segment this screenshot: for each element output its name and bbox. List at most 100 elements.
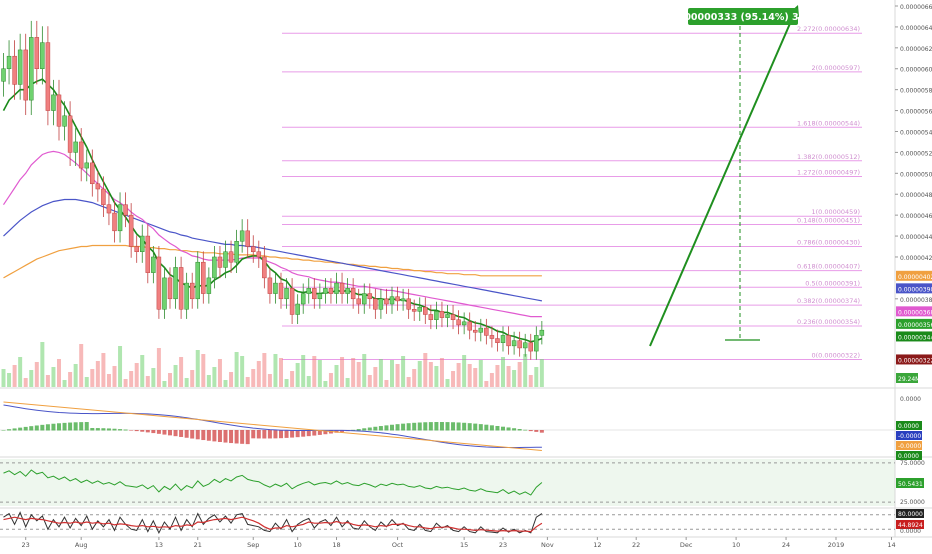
candle-body	[356, 298, 361, 305]
volume-bar	[306, 376, 311, 387]
volume-bar	[384, 380, 389, 387]
volume-bar	[406, 377, 411, 387]
macd-histogram-bar	[312, 430, 317, 436]
time-axis[interactable]: 23 Aug 13 21 Sep 10 18 Oct 15 23 Nov 12 22 Dec 10 24 201…	[22, 537, 896, 549]
time-tick-label: 21	[194, 541, 202, 549]
volume-bar	[223, 380, 228, 387]
macd-histogram-bar	[162, 430, 167, 435]
time-tick-label: 18	[332, 541, 340, 549]
price-tag	[896, 318, 932, 329]
candle-body	[156, 256, 162, 310]
candle-body	[123, 204, 128, 216]
candle-body	[106, 204, 112, 214]
time-tick-label: 22	[632, 541, 640, 549]
macd-histogram-bar	[145, 430, 150, 433]
candle-body	[295, 303, 300, 315]
ema-green-line	[2, 78, 543, 343]
price-tag	[896, 354, 932, 365]
candle-body	[206, 277, 212, 294]
candle-body	[12, 55, 17, 85]
fib-extension-levels[interactable]: 2.272(0.00000634) 2(0.00000597) 1.618(0.00…	[282, 25, 862, 360]
volume-bar	[40, 342, 45, 387]
candle-body	[34, 37, 40, 69]
time-tick-label: 2019	[828, 541, 845, 549]
volume-bar	[351, 358, 356, 387]
volume-bar	[23, 378, 28, 387]
volume-bar	[295, 363, 300, 387]
volume-bar	[323, 381, 328, 387]
volume-bar	[34, 362, 39, 387]
candle-body	[73, 141, 78, 153]
time-tick-label: Nov	[541, 541, 554, 549]
macd-tag	[896, 431, 922, 440]
macd-signal-line	[3, 401, 542, 451]
macd-histogram-bar	[217, 430, 222, 443]
candle-body	[378, 298, 384, 310]
macd-histogram-bar	[134, 430, 139, 432]
macd-histogram-bar	[129, 430, 134, 431]
macd-histogram-bar	[229, 430, 234, 444]
candles[interactable]	[1, 20, 545, 360]
candle-body	[67, 115, 73, 153]
price-tag	[896, 283, 932, 294]
macd-histogram-bar	[101, 428, 106, 431]
candle-body	[6, 55, 12, 69]
volume-bar	[495, 365, 500, 387]
macd-histogram-bar	[290, 430, 295, 438]
target-projection[interactable]: 0.00000333 (95.14%) 333	[649, 5, 812, 347]
macd-histogram-bar	[395, 424, 400, 431]
candle-body	[84, 162, 89, 169]
ema-blue-line	[3, 198, 543, 302]
candle-body	[411, 309, 417, 312]
macd-histogram-bar	[195, 430, 200, 440]
volume-bar	[240, 356, 245, 387]
candle-body	[461, 321, 467, 326]
macd-histogram-bar	[406, 423, 411, 431]
macd-histogram-bar	[439, 422, 444, 431]
time-tick-label: Dec	[680, 541, 693, 549]
candle-body	[522, 342, 528, 349]
time-tick-label: 23	[499, 541, 507, 549]
candle-body	[278, 282, 284, 300]
macd-histogram-bar	[473, 423, 478, 431]
macd-histogram-bar	[7, 429, 12, 431]
candle-body	[101, 188, 106, 205]
candle-body	[189, 282, 195, 300]
volume-bar	[428, 362, 433, 387]
volume-bar	[173, 365, 178, 387]
volume-bar	[539, 359, 544, 387]
candle-body	[489, 335, 495, 339]
rsi-pane[interactable]: 75.0000 25.0000 50.5431	[0, 460, 925, 506]
candle-body	[400, 298, 406, 302]
volume-bar	[123, 379, 128, 387]
volume-bars	[1, 342, 544, 387]
volume-bar	[195, 350, 200, 387]
candle-body	[362, 293, 367, 305]
volume-bar	[273, 354, 278, 387]
fib-level-label: 2(0.00000597)	[812, 64, 861, 72]
volume-bar	[62, 380, 67, 387]
macd-histogram-bar	[234, 430, 239, 444]
macd-histogram-bar	[467, 423, 472, 431]
macd-pane[interactable]: 0.0000 0.0000 -0.0000 -0.0000 0.0000	[0, 396, 922, 460]
target-label-bubble[interactable]	[688, 8, 798, 25]
target-label: 0.00000333 (95.14%) 333	[674, 12, 812, 23]
volume-bar	[423, 353, 428, 387]
candle-body	[345, 288, 350, 294]
candle-body	[234, 241, 239, 263]
fib-level-label: 2.272(0.00000634)	[797, 25, 860, 33]
candle-body	[167, 277, 173, 300]
macd-histogram-bar	[356, 429, 361, 431]
macd-histogram-bar	[45, 424, 50, 431]
target-arrow-line[interactable]	[649, 11, 796, 347]
candle-body	[78, 141, 84, 169]
macd-histogram-bar	[18, 427, 23, 431]
volume-bar	[201, 354, 206, 387]
macd-histogram-bar	[190, 430, 195, 439]
candle-body	[467, 321, 472, 331]
